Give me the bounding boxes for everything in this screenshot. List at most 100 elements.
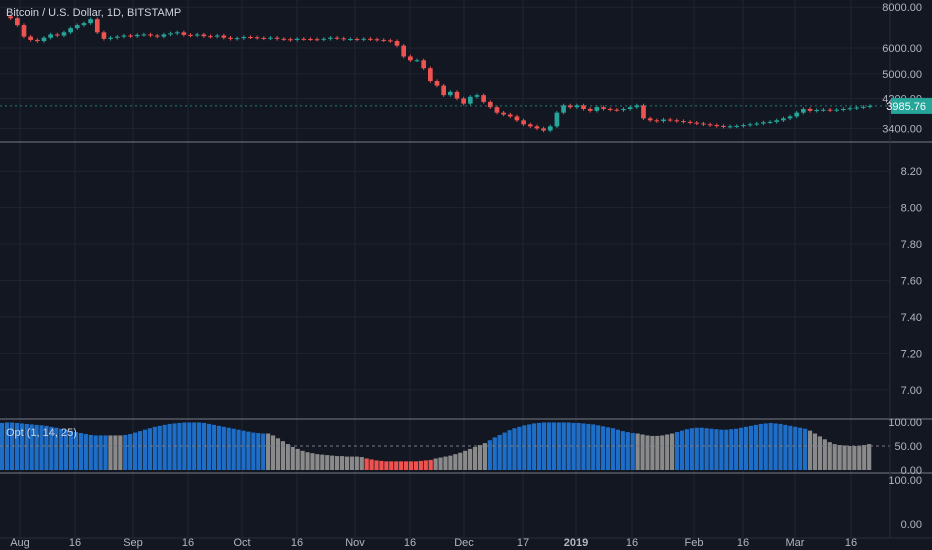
candle-body	[268, 37, 273, 39]
y-tick-label: 100.00	[888, 417, 922, 429]
candle-body	[208, 36, 213, 38]
opt-bar	[384, 461, 389, 470]
opt-bar	[487, 440, 492, 470]
candle-body	[381, 39, 387, 41]
opt-bar	[724, 429, 729, 470]
candle-body	[194, 34, 200, 36]
opt-bar	[103, 435, 108, 470]
candle-body	[587, 108, 593, 111]
candle-body	[607, 108, 613, 110]
opt-bar	[660, 435, 665, 470]
candle-body	[134, 34, 140, 37]
opt-bar	[374, 460, 379, 470]
opt-bar	[211, 424, 217, 470]
candle-body	[348, 39, 353, 41]
opt-bar	[359, 457, 364, 470]
candle-body	[308, 39, 313, 41]
opt-bar	[167, 423, 172, 470]
opt-bar	[596, 425, 601, 470]
opt-bar	[541, 422, 547, 470]
candle-body	[141, 34, 147, 36]
candle-body	[121, 35, 127, 37]
candle-body	[847, 108, 853, 110]
candle-body	[241, 37, 247, 39]
candle-body	[88, 19, 93, 24]
opt-bar	[832, 444, 837, 470]
opt-bar	[783, 424, 788, 470]
candle-body	[68, 28, 73, 33]
opt-bar	[408, 461, 414, 470]
opt-bar	[354, 456, 359, 470]
opt-bar	[73, 432, 79, 470]
candle-body	[54, 34, 60, 36]
opt-bar	[527, 424, 532, 470]
candle-body	[701, 123, 706, 125]
candle-body	[34, 39, 40, 42]
opt-bar	[748, 425, 754, 470]
candle-body	[8, 16, 13, 19]
candle-body	[474, 95, 480, 97]
candle-body	[814, 110, 820, 112]
opt-bar	[640, 434, 645, 470]
opt-bar	[118, 435, 123, 470]
candle-body	[181, 32, 187, 35]
candle-body	[274, 37, 280, 39]
opt-bar	[9, 422, 15, 470]
candle-body	[794, 112, 800, 117]
opt-bar	[862, 445, 867, 470]
candle-body	[48, 34, 53, 38]
x-tick-label: 16	[182, 537, 194, 549]
opt-bar	[231, 428, 236, 470]
opt-bar	[655, 435, 660, 470]
candle-body	[334, 37, 340, 39]
opt-bar	[389, 461, 394, 470]
candle-body	[28, 36, 33, 40]
opt-bar	[428, 459, 433, 470]
opt-bar	[34, 424, 39, 470]
y-tick-label: 8000.00	[882, 2, 922, 14]
opt-bar	[206, 423, 212, 470]
candle-body	[114, 36, 120, 38]
candle-body	[81, 23, 87, 26]
opt-bar	[517, 426, 522, 470]
opt-bar	[463, 450, 468, 470]
opt-bar	[275, 438, 281, 470]
opt-bar	[601, 426, 606, 470]
opt-bar	[743, 426, 749, 470]
opt-bar	[133, 432, 138, 470]
opt-bar	[867, 444, 872, 470]
opt-bar	[758, 423, 763, 470]
candle-body	[221, 35, 227, 38]
opt-bar	[798, 427, 803, 470]
opt-bar	[571, 422, 576, 470]
candle-body	[21, 25, 27, 37]
opt-bar	[157, 425, 162, 470]
opt-bar	[719, 429, 724, 470]
candle-body	[547, 126, 553, 131]
last-price-tag	[891, 97, 932, 114]
opt-bar	[403, 461, 409, 470]
candle-body	[487, 101, 493, 108]
opt-bar	[98, 435, 103, 470]
opt-bar	[295, 448, 300, 470]
opt-bar	[468, 448, 473, 470]
opt-bar	[512, 428, 517, 470]
opt-bar	[615, 429, 621, 470]
candle-body	[514, 116, 520, 121]
opt-bar	[699, 427, 704, 470]
candle-body	[561, 105, 566, 113]
opt-legend: Opt (1, 14, 25)	[6, 427, 77, 439]
candle-body	[254, 37, 260, 39]
opt-bar	[837, 445, 842, 470]
candle-body	[174, 32, 180, 34]
y-tick-label: 7.20	[901, 348, 922, 360]
candle-body	[801, 108, 806, 113]
opt-bar	[807, 430, 813, 470]
candle-body	[647, 118, 653, 121]
candle-body	[441, 85, 446, 96]
x-tick-label: Dec	[454, 537, 474, 549]
opt-bar	[325, 455, 330, 470]
opt-bar	[310, 453, 315, 470]
candle-body	[281, 38, 287, 40]
